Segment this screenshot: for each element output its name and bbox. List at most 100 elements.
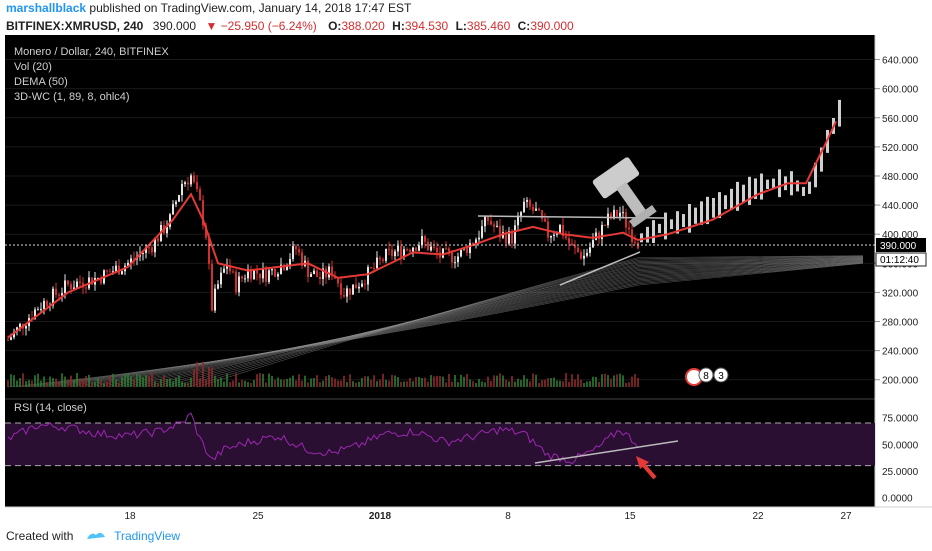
volume-bar bbox=[262, 373, 264, 387]
volume-bar bbox=[34, 375, 36, 387]
x-tick-label: 8 bbox=[505, 511, 511, 522]
candle-body bbox=[64, 280, 66, 294]
volume-bar bbox=[166, 379, 168, 387]
candle-body bbox=[181, 183, 183, 196]
volume-bar bbox=[151, 373, 153, 387]
candle-body bbox=[145, 247, 147, 253]
candle-body bbox=[553, 234, 555, 236]
rsi-trendline[interactable] bbox=[534, 440, 679, 464]
candle-body bbox=[157, 238, 159, 242]
volume-bar bbox=[85, 376, 87, 387]
volume-bar bbox=[613, 375, 615, 387]
volume-bar bbox=[208, 367, 210, 387]
volume-bar bbox=[409, 378, 411, 387]
candle-body bbox=[484, 216, 486, 227]
tradingview-logo-icon bbox=[85, 523, 107, 551]
candle-body bbox=[40, 308, 42, 310]
candle-body bbox=[397, 245, 399, 252]
candle-body bbox=[490, 220, 492, 225]
volume-bar bbox=[391, 374, 393, 387]
candle-body bbox=[265, 268, 267, 282]
volume-bar bbox=[349, 374, 351, 387]
y-tick-label: 240.000 bbox=[882, 347, 919, 358]
candle-body bbox=[415, 247, 417, 251]
volume-bar bbox=[73, 379, 75, 387]
volume-bar bbox=[217, 379, 219, 387]
candle-body bbox=[496, 225, 498, 227]
volume-bar bbox=[616, 374, 618, 387]
volume-bar bbox=[163, 375, 165, 387]
volume-bar bbox=[169, 378, 171, 387]
chart-area[interactable]: Monero / Dollar, 240, BITFINEX Vol (20) … bbox=[0, 35, 932, 522]
resistance-line[interactable] bbox=[477, 215, 666, 219]
candle-body bbox=[91, 277, 93, 285]
volume-bar bbox=[337, 380, 339, 387]
candle-body bbox=[448, 248, 450, 252]
candle-body bbox=[400, 245, 402, 258]
volume-bar bbox=[313, 378, 315, 387]
ohlc-close: C:390.000 bbox=[517, 19, 574, 33]
volume-bar bbox=[64, 376, 66, 387]
projection-bar bbox=[730, 188, 733, 210]
wc-fan-line bbox=[43, 261, 864, 388]
volume-bar bbox=[265, 382, 267, 387]
tradingview-link[interactable]: TradingView bbox=[114, 529, 181, 543]
projection-bar bbox=[718, 192, 721, 219]
volume-bar bbox=[358, 381, 360, 387]
volume-bar bbox=[190, 377, 192, 387]
volume-bar bbox=[619, 373, 621, 387]
projection-bar bbox=[652, 220, 655, 244]
candle-body bbox=[25, 326, 27, 329]
candle-body bbox=[313, 270, 315, 275]
volume-bar bbox=[157, 382, 159, 387]
y-tick-label: 640.000 bbox=[882, 56, 919, 67]
candle-body bbox=[550, 235, 552, 238]
candle-body bbox=[601, 224, 603, 240]
volume-bar bbox=[196, 362, 198, 387]
candle-body bbox=[127, 262, 129, 266]
candle-body bbox=[292, 246, 294, 260]
candle-body bbox=[481, 226, 483, 238]
support-trendline[interactable] bbox=[559, 251, 641, 286]
volume-bar bbox=[382, 373, 384, 387]
volume-bar bbox=[235, 373, 237, 387]
candle-body bbox=[367, 267, 369, 285]
candle-body bbox=[109, 271, 111, 273]
candle-body bbox=[508, 231, 510, 244]
candle-body bbox=[106, 270, 108, 272]
candle-body bbox=[409, 249, 411, 252]
volume-bar bbox=[622, 375, 624, 387]
candle-body bbox=[520, 212, 522, 216]
projection-bar bbox=[664, 212, 667, 240]
volume-bar bbox=[571, 374, 573, 387]
candle-body bbox=[424, 236, 426, 242]
volume-bar bbox=[553, 377, 555, 387]
candle-body bbox=[220, 272, 222, 285]
rsi-tick-label: 25.0000 bbox=[882, 467, 919, 478]
candle-body bbox=[277, 274, 279, 277]
volume-bar bbox=[433, 376, 435, 387]
author-link[interactable]: marshallblack bbox=[6, 1, 87, 15]
volume-bar bbox=[541, 380, 543, 387]
volume-bar bbox=[283, 379, 285, 387]
projection-bar bbox=[814, 162, 817, 188]
volume-bar bbox=[505, 379, 507, 387]
volume-bar bbox=[154, 381, 156, 387]
candle-body bbox=[142, 252, 144, 254]
candle-body bbox=[178, 195, 180, 202]
projection-bar bbox=[796, 180, 799, 192]
dema-line bbox=[7, 120, 837, 339]
volume-bar bbox=[40, 380, 42, 387]
price-pane[interactable] bbox=[5, 35, 875, 399]
volume-bar bbox=[574, 379, 576, 387]
volume-bar bbox=[424, 377, 426, 387]
volume-bar bbox=[610, 378, 612, 387]
event-badges[interactable]: 8 3 bbox=[685, 367, 729, 386]
projection-bar bbox=[640, 233, 643, 243]
volume-bar bbox=[583, 382, 585, 387]
candle-body bbox=[319, 276, 321, 279]
volume-bar bbox=[400, 381, 402, 387]
candle-body bbox=[67, 280, 69, 285]
legend-vol: Vol (20) bbox=[14, 61, 52, 73]
volume-bar bbox=[82, 380, 84, 387]
